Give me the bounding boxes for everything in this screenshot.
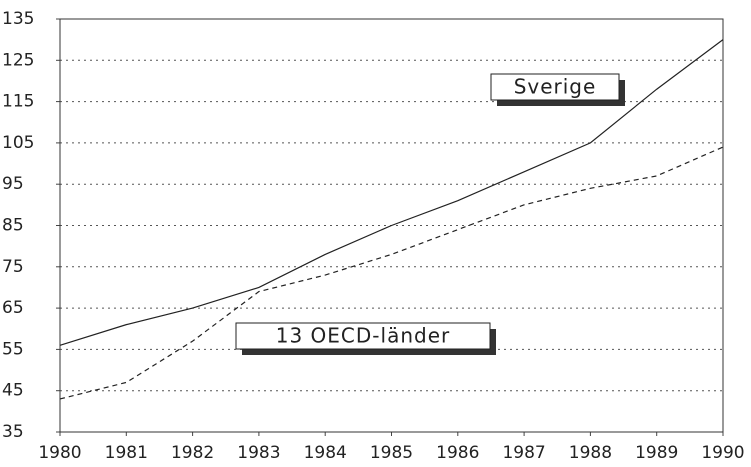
- series-line: [59, 146, 724, 400]
- x-tick-label: 1987: [502, 443, 545, 463]
- label-box: [235, 322, 491, 350]
- x-tick-label: 1989: [635, 443, 678, 463]
- plot-frame: [59, 18, 724, 433]
- series-label: 13 OECD-länder: [235, 322, 496, 355]
- y-tick-label: 85: [2, 216, 24, 236]
- x-tick-label: 1984: [304, 443, 347, 463]
- y-tick-label: 35: [2, 422, 24, 442]
- x-tick-label: 1980: [38, 443, 81, 463]
- label-text: Sverige: [514, 75, 597, 99]
- x-tick-label: 1986: [436, 443, 479, 463]
- x-tick-label: 1982: [171, 443, 214, 463]
- x-tick-label: 1983: [237, 443, 280, 463]
- series-label: Sverige: [490, 73, 625, 106]
- y-tick-label: 115: [2, 92, 34, 112]
- y-tick-label: 95: [2, 174, 24, 194]
- x-tick-label: 1985: [370, 443, 413, 463]
- x-tick-label: 1988: [569, 443, 612, 463]
- y-tick-label: 125: [2, 50, 34, 70]
- y-tick-label: 55: [2, 339, 24, 359]
- label-text: 13 OECD-länder: [276, 324, 450, 348]
- series-line: [59, 39, 724, 346]
- label-box: [490, 73, 620, 101]
- y-tick-label: 65: [2, 298, 24, 318]
- y-tick-label: 135: [2, 9, 34, 29]
- x-tick-label: 1990: [701, 443, 744, 463]
- y-tick-label: 75: [2, 257, 24, 277]
- y-tick-label: 45: [2, 381, 24, 401]
- x-tick-label: 1981: [105, 443, 148, 463]
- y-tick-label: 105: [2, 133, 34, 153]
